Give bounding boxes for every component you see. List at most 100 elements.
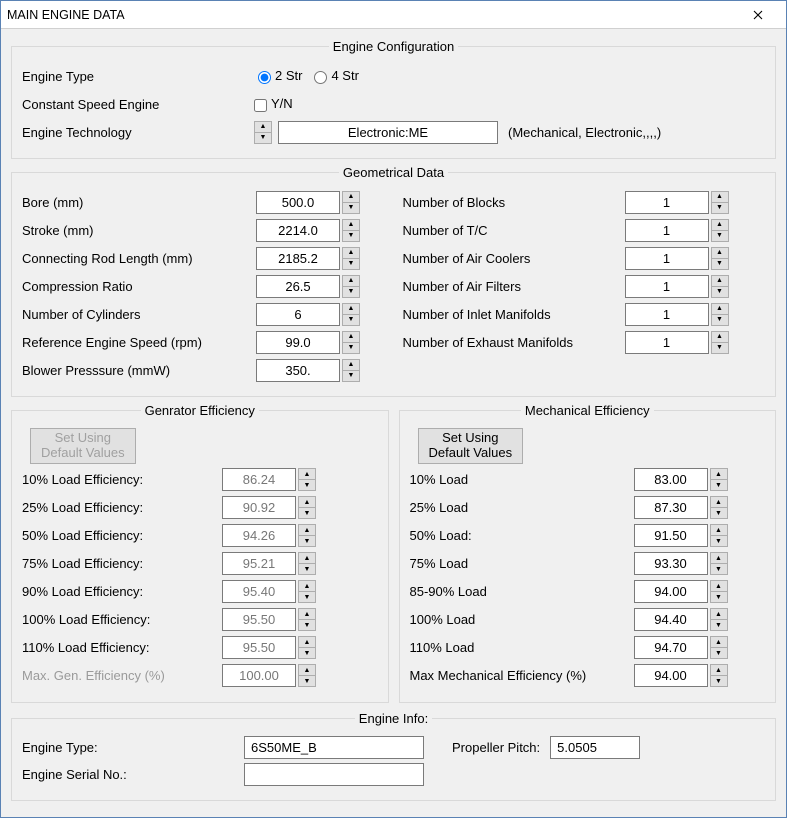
spin-up-icon[interactable]: ▲ [255,122,271,132]
spin-down-icon[interactable]: ▼ [299,479,315,490]
engine-serial-input[interactable] [244,763,424,786]
field-spin[interactable]: ▲▼ [710,524,728,547]
field-spin[interactable]: ▲▼ [298,496,316,519]
engine-technology-input[interactable] [278,121,498,144]
field-spin[interactable]: ▲▼ [711,247,729,270]
field-input[interactable] [222,496,296,519]
field-spin[interactable]: ▲▼ [298,580,316,603]
spin-down-icon[interactable]: ▼ [712,258,728,269]
field-input[interactable] [256,303,340,326]
field-input[interactable] [625,219,709,242]
spin-down-icon[interactable]: ▼ [343,258,359,269]
field-input[interactable] [256,247,340,270]
field-input[interactable] [625,247,709,270]
field-input[interactable] [634,468,708,491]
spin-down-icon[interactable]: ▼ [711,619,727,630]
field-input[interactable] [256,191,340,214]
spin-up-icon[interactable]: ▲ [711,525,727,535]
spin-up-icon[interactable]: ▲ [343,360,359,370]
spin-down-icon[interactable]: ▼ [712,314,728,325]
field-input[interactable] [634,524,708,547]
field-spin[interactable]: ▲▼ [710,496,728,519]
spin-up-icon[interactable]: ▲ [712,304,728,314]
field-input[interactable] [634,636,708,659]
spin-up-icon[interactable]: ▲ [711,665,727,675]
constant-speed-input[interactable] [254,99,267,112]
spin-down-icon[interactable]: ▼ [712,202,728,213]
field-spin[interactable]: ▲▼ [711,331,729,354]
radio-2str-input[interactable] [258,71,271,84]
spin-up-icon[interactable]: ▲ [712,276,728,286]
field-input[interactable] [256,275,340,298]
spin-up-icon[interactable]: ▲ [712,192,728,202]
field-input[interactable] [222,608,296,631]
spin-up-icon[interactable]: ▲ [343,332,359,342]
field-input[interactable] [625,331,709,354]
spin-down-icon[interactable]: ▼ [299,507,315,518]
field-spin[interactable]: ▲▼ [710,608,728,631]
spin-down-icon[interactable]: ▼ [712,342,728,353]
spin-down-icon[interactable]: ▼ [711,507,727,518]
gen-defaults-button[interactable]: Set Using Default Values [30,428,136,464]
radio-2str[interactable]: 2 Str [258,68,302,83]
spin-down-icon[interactable]: ▼ [711,591,727,602]
constant-speed-checkbox[interactable]: Y/N [254,96,293,111]
field-input[interactable] [634,552,708,575]
field-input[interactable] [625,275,709,298]
spin-down-icon[interactable]: ▼ [711,479,727,490]
field-input[interactable] [625,191,709,214]
spin-up-icon[interactable]: ▲ [343,276,359,286]
field-spin[interactable]: ▲▼ [298,552,316,575]
field-spin[interactable]: ▲▼ [342,359,360,382]
field-input[interactable] [222,580,296,603]
field-spin[interactable]: ▲▼ [711,275,729,298]
field-spin[interactable]: ▲▼ [710,552,728,575]
field-spin[interactable]: ▲▼ [711,191,729,214]
field-spin[interactable]: ▲▼ [711,303,729,326]
spin-down-icon[interactable]: ▼ [299,647,315,658]
field-spin[interactable]: ▲▼ [342,331,360,354]
radio-4str-input[interactable] [314,71,327,84]
engine-technology-spin[interactable]: ▲ ▼ [254,121,272,144]
field-input[interactable] [634,496,708,519]
field-input[interactable] [222,636,296,659]
spin-up-icon[interactable]: ▲ [343,220,359,230]
spin-down-icon[interactable]: ▼ [343,230,359,241]
spin-up-icon[interactable]: ▲ [343,304,359,314]
spin-down-icon[interactable]: ▼ [712,286,728,297]
spin-up-icon[interactable]: ▲ [712,332,728,342]
spin-up-icon[interactable]: ▲ [299,609,315,619]
spin-up-icon[interactable]: ▲ [711,581,727,591]
field-input[interactable] [222,552,296,575]
field-spin[interactable]: ▲▼ [342,303,360,326]
mech-max-spin[interactable]: ▲▼ [710,664,728,687]
mech-max-input[interactable] [634,664,708,687]
spin-down-icon[interactable]: ▼ [711,675,727,686]
spin-up-icon[interactable]: ▲ [711,553,727,563]
spin-down-icon[interactable]: ▼ [343,202,359,213]
spin-down-icon[interactable]: ▼ [299,563,315,574]
field-input[interactable] [625,303,709,326]
spin-down-icon[interactable]: ▼ [343,370,359,381]
spin-up-icon[interactable]: ▲ [299,637,315,647]
field-input[interactable] [256,331,340,354]
spin-up-icon[interactable]: ▲ [299,497,315,507]
field-input[interactable] [256,359,340,382]
spin-up-icon[interactable]: ▲ [711,609,727,619]
field-input[interactable] [222,468,296,491]
close-button[interactable] [736,5,780,25]
spin-up-icon[interactable]: ▲ [299,553,315,563]
field-spin[interactable]: ▲▼ [342,219,360,242]
spin-down-icon[interactable]: ▼ [711,647,727,658]
spin-down-icon[interactable]: ▼ [299,535,315,546]
field-spin[interactable]: ▲▼ [298,524,316,547]
field-spin[interactable]: ▲▼ [710,468,728,491]
field-spin[interactable]: ▲▼ [710,636,728,659]
field-spin[interactable]: ▲▼ [342,275,360,298]
mech-defaults-button[interactable]: Set Using Default Values [418,428,524,464]
propeller-pitch-input[interactable] [550,736,640,759]
spin-up-icon[interactable]: ▲ [711,637,727,647]
spin-up-icon[interactable]: ▲ [711,497,727,507]
field-spin[interactable]: ▲▼ [298,608,316,631]
spin-down-icon[interactable]: ▼ [299,675,315,686]
